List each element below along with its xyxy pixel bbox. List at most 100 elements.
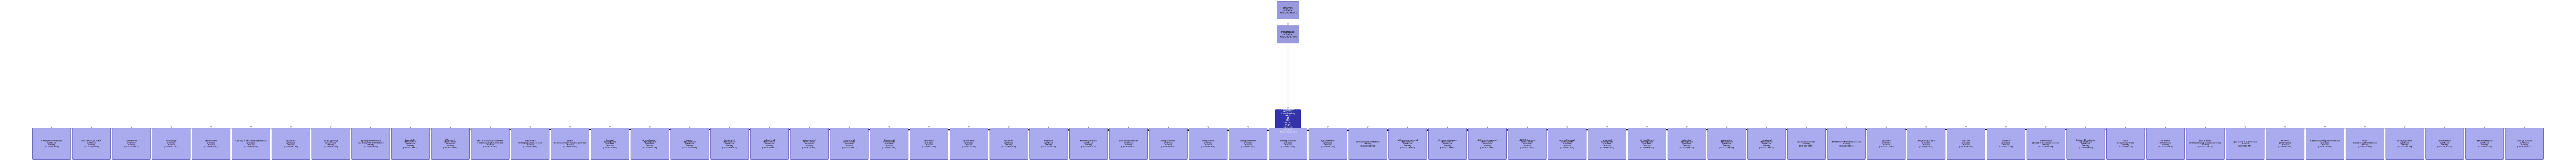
- FancyBboxPatch shape: [471, 128, 510, 160]
- FancyBboxPatch shape: [989, 128, 1028, 160]
- Text: thermospermine
synthase
activity
[GO:0080003]: thermospermine synthase activity [GO:008…: [1079, 140, 1097, 148]
- Text: cis-polyprenyl
transferase
activity
[GO:0016765]: cis-polyprenyl transferase activity [GO:…: [325, 140, 337, 148]
- FancyBboxPatch shape: [670, 128, 708, 160]
- FancyBboxPatch shape: [791, 128, 829, 160]
- Text: catalytic
activity
[GO:0003824]: catalytic activity [GO:0003824]: [1280, 7, 1296, 14]
- Text: zeatin
9-aminocarboxyethyltransferase
activity
[GO:0050447]: zeatin 9-aminocarboxyethyltransferase ac…: [554, 140, 587, 148]
- FancyBboxPatch shape: [711, 128, 750, 160]
- FancyBboxPatch shape: [72, 128, 111, 160]
- Text: trypanothione
synthase
activity
[GO:0019154]: trypanothione synthase activity [GO:0019…: [1321, 140, 1334, 148]
- FancyBboxPatch shape: [1229, 128, 1267, 160]
- FancyBboxPatch shape: [829, 128, 868, 160]
- FancyBboxPatch shape: [312, 128, 350, 160]
- FancyBboxPatch shape: [2506, 128, 2543, 160]
- Text: prenyltransferase
activity
[GO:0004659]: prenyltransferase activity [GO:0004659]: [1798, 141, 1816, 147]
- Text: geranylgeranyl
diphosphate
synthase
activity
[GO:0004337]: geranylgeranyl diphosphate synthase acti…: [641, 139, 657, 148]
- Text: chlorophyll
synthase
activity
[GO:0043787]: chlorophyll synthase activity [GO:004378…: [165, 140, 178, 148]
- Text: N-acetylneuraminate
synthase
activity
[GO:0050462]: N-acetylneuraminate synthase activity [G…: [41, 140, 62, 148]
- Text: (2Z,6Z)-farnesyl
diphosphate
synthase
activity
[GO:0033390]: (2Z,6Z)-farnesyl diphosphate synthase ac…: [1520, 139, 1535, 148]
- FancyBboxPatch shape: [1747, 128, 1785, 160]
- Text: aminopropyltransferase
activity
[GO:0008295]: aminopropyltransferase activity [GO:0008…: [1355, 141, 1381, 147]
- FancyBboxPatch shape: [1388, 128, 1427, 160]
- Text: geranylfarnesyl
diphosphate
synthase
activity
[GO:0033391]: geranylfarnesyl diphosphate synthase act…: [1558, 139, 1574, 148]
- Text: uracilyl-alanine
synthase
activity
[GO:0080471]: uracilyl-alanine synthase activity [GO:0…: [2517, 140, 2532, 148]
- Text: UDP-N-acetylglucosamine
1-carboxyvinyltransferase
activity
[GO:0008760]: UDP-N-acetylglucosamine 1-carboxyvinyltr…: [477, 140, 502, 148]
- FancyBboxPatch shape: [350, 128, 389, 160]
- Text: norspermidine
synthase
activity
[GO:0050325]: norspermidine synthase activity [GO:0050…: [1162, 140, 1175, 148]
- FancyBboxPatch shape: [750, 128, 788, 160]
- Text: squalene
synthase
activity
[GO:0051996]: squalene synthase activity [GO:0051996]: [1878, 140, 1893, 148]
- Text: chrysanthemyl
diphosphate
synthase
activity
[GO:0033840]: chrysanthemyl diphosphate synthase activ…: [1638, 139, 1654, 148]
- Text: diterpene
synthase
activity
[GO:0010333]: diterpene synthase activity [GO:0010333]: [922, 140, 935, 148]
- Text: dimethylallyltranstransferase
activity
[GO:0004161]: dimethylallyltranstransferase activity […: [1832, 141, 1862, 147]
- FancyBboxPatch shape: [2306, 128, 2344, 160]
- Text: cadaverine
aminopropyltransferase
activity
[GO:0043918]: cadaverine aminopropyltransferase activi…: [518, 140, 544, 148]
- FancyBboxPatch shape: [2226, 128, 2264, 160]
- FancyBboxPatch shape: [1350, 128, 1386, 160]
- FancyBboxPatch shape: [33, 128, 70, 160]
- FancyBboxPatch shape: [1628, 128, 1667, 160]
- Text: spermine
synthase
activity
[GO:0004767]: spermine synthase activity [GO:0004767]: [1002, 140, 1015, 148]
- FancyBboxPatch shape: [1430, 128, 1466, 160]
- Text: sym-norspermidine
synthase
activity
[GO:0050324]: sym-norspermidine synthase activity [GO:…: [1118, 140, 1139, 148]
- Text: hexaprenyl
diphosphate
synthase
activity
[GO:0000287]: hexaprenyl diphosphate synthase activity…: [721, 139, 737, 148]
- Text: L-mimosine
synthase
activity
[GO:0050461]: L-mimosine synthase activity [GO:0050461…: [124, 140, 139, 148]
- Text: 1-deoxy-D-xylulose-
5-phosphate
synthase
activity
[GO:0008661]: 1-deoxy-D-xylulose- 5-phosphate synthase…: [2076, 139, 2097, 148]
- Text: 3-phosphoshikimate
1-carboxyvinyltransferase
activity
[GO:0003866]: 3-phosphoshikimate 1-carboxyvinyltransfe…: [358, 140, 384, 148]
- FancyBboxPatch shape: [1270, 128, 1306, 160]
- Text: solanesyl
diphosphate
synthase
activity
[GO:0033392]: solanesyl diphosphate synthase activity …: [1600, 139, 1615, 148]
- Text: cis-prenyl
transferase
activity
[GO:0016763]: cis-prenyl transferase activity [GO:0016…: [2159, 140, 2172, 148]
- FancyBboxPatch shape: [2146, 128, 2184, 160]
- FancyBboxPatch shape: [1468, 128, 1507, 160]
- Text: all-trans-nonaprenyl
diphosphate
synthase
activity
[GO:0033385]: all-trans-nonaprenyl diphosphate synthas…: [1399, 139, 1417, 148]
- Text: prespatane
diphosphate
synthase
activity
[GO:0033849]: prespatane diphosphate synthase activity…: [1721, 139, 1734, 148]
- FancyBboxPatch shape: [1309, 128, 1347, 160]
- Text: norspermine
synthase
activity
[GO:0050326]: norspermine synthase activity [GO:005032…: [1200, 140, 1216, 148]
- FancyBboxPatch shape: [152, 128, 191, 160]
- Text: Sep-tRNA:Cys-tRNA
synthase
activity
[GO:0043766]: Sep-tRNA:Cys-tRNA synthase activity [GO:…: [82, 140, 100, 148]
- Text: discadenine
synthase
activity
[GO:0047870]: discadenine synthase activity [GO:004787…: [204, 140, 219, 148]
- Text: 3-deoxy-8-phosphooctulonate
synthase
activity
[GO:0008676]: 3-deoxy-8-phosphooctulonate synthase act…: [2311, 140, 2339, 148]
- FancyBboxPatch shape: [273, 128, 309, 160]
- Text: undecaprenyl
diphosphate
synthase
activity
[GO:0008834]: undecaprenyl diphosphate synthase activi…: [801, 139, 817, 148]
- Text: all-trans-octaprenyl
diphosphate
synthase
activity
[GO:0033386]: all-trans-octaprenyl diphosphate synthas…: [1437, 139, 1458, 148]
- Text: tRNA-uridine
aminocarboxypropyltransferase
activity
[GO:0016432]: tRNA-uridine aminocarboxypropyltransfera…: [2190, 140, 2221, 148]
- FancyBboxPatch shape: [2107, 128, 2146, 160]
- Text: deoxyhypusine
synthase
activity
[GO:0034038]: deoxyhypusine synthase activity [GO:0034…: [2398, 140, 2414, 148]
- FancyBboxPatch shape: [1708, 128, 1747, 160]
- FancyBboxPatch shape: [1548, 128, 1587, 160]
- FancyBboxPatch shape: [1587, 128, 1625, 160]
- Text: spermine
synthase
activity
[GO:0016768]: spermine synthase activity [GO:0016768]: [283, 140, 299, 148]
- FancyBboxPatch shape: [631, 128, 670, 160]
- Text: sonocardicin
synthase
activity
[GO:0060007]: sonocardicin synthase activity [GO:00600…: [2437, 140, 2452, 148]
- FancyBboxPatch shape: [2027, 128, 2066, 160]
- Text: homospermidine
synthase
activity
[GO:0000209]: homospermidine synthase activity [GO:000…: [1280, 140, 1296, 148]
- FancyBboxPatch shape: [232, 128, 270, 160]
- Text: chalcone
synthase
activity
[GO:0016210]: chalcone synthase activity [GO:0016210]: [1958, 140, 1973, 148]
- Text: decaprenyl
diphosphate
synthase
activity
[GO:0033384]: decaprenyl diphosphate synthase activity…: [881, 139, 896, 148]
- FancyBboxPatch shape: [392, 128, 430, 160]
- FancyBboxPatch shape: [510, 128, 549, 160]
- Text: spermidine
synthase
activity
[GO:0004766]: spermidine synthase activity [GO:0004766…: [961, 140, 976, 148]
- FancyBboxPatch shape: [430, 128, 469, 160]
- FancyBboxPatch shape: [590, 128, 629, 160]
- FancyBboxPatch shape: [2267, 128, 2303, 160]
- Text: caldopentamine
synthase
activity
[GO:0050327]: caldopentamine synthase activity [GO:005…: [1239, 140, 1257, 148]
- Text: tRNA
isopentenylltransferase
activity
[GO:0004811]: tRNA isopentenylltransferase activity [G…: [2352, 140, 2378, 148]
- FancyBboxPatch shape: [1030, 128, 1069, 160]
- FancyBboxPatch shape: [113, 128, 149, 160]
- Text: nerylneryl
diphosphate
synthase
activity
[GO:0033852]: nerylneryl diphosphate synthase activity…: [1759, 139, 1775, 148]
- FancyBboxPatch shape: [2187, 128, 2226, 160]
- FancyBboxPatch shape: [2427, 128, 2463, 160]
- FancyBboxPatch shape: [551, 128, 590, 160]
- Text: stilbene
synthase
activity
[GO:0010334]: stilbene synthase activity [GO:0010334]: [1999, 140, 2014, 148]
- Text: dihydropteroate
synthase
activity
[GO:0004156]: dihydropteroate synthase activity [GO:00…: [2476, 140, 2494, 148]
- Text: galactose-6-sulfurylase
activity
[GO:0033844]: galactose-6-sulfurylase activity [GO:003…: [2233, 141, 2257, 147]
- Text: all-trans-decaprenyl
diphosphate
synthase
activity
[GO:0033388]: all-trans-decaprenyl diphosphate synthas…: [1476, 139, 1497, 148]
- FancyBboxPatch shape: [1826, 128, 1865, 160]
- Text: octaprenyl
diphosphate
synthase
activity
[GO:0008767]: octaprenyl diphosphate synthase activity…: [762, 139, 778, 148]
- FancyBboxPatch shape: [1275, 110, 1301, 131]
- FancyBboxPatch shape: [1278, 2, 1298, 19]
- FancyBboxPatch shape: [1507, 128, 1546, 160]
- FancyBboxPatch shape: [871, 128, 909, 160]
